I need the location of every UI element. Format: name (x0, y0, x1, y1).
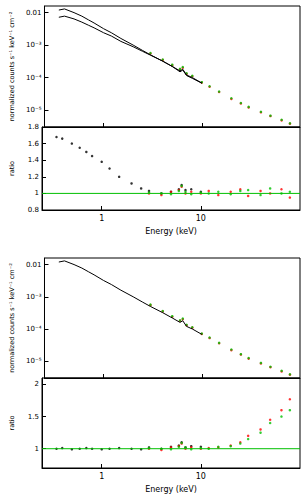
svg-text:ratio: ratio (8, 415, 16, 430)
svg-text:1: 1 (99, 472, 104, 481)
svg-text:Energy (keV): Energy (keV) (145, 227, 197, 236)
svg-text:1: 1 (35, 189, 39, 197)
svg-text:1.6: 1.6 (28, 140, 40, 148)
svg-text:0.8: 0.8 (28, 206, 39, 214)
svg-text:0.01: 0.01 (26, 261, 42, 269)
svg-text:Energy (keV): Energy (keV) (145, 485, 197, 494)
svg-text:normalized counts s⁻¹ keV⁻¹ cm: normalized counts s⁻¹ keV⁻¹ cm⁻² (8, 263, 16, 373)
svg-text:10⁻³: 10⁻³ (26, 293, 42, 301)
svg-text:10⁻⁵: 10⁻⁵ (26, 106, 42, 114)
svg-text:ratio: ratio (8, 161, 16, 176)
svg-text:1.4: 1.4 (28, 156, 40, 164)
svg-text:10: 10 (196, 472, 206, 481)
svg-text:2: 2 (35, 380, 39, 388)
svg-text:10⁻⁴: 10⁻⁴ (26, 74, 42, 82)
svg-text:normalized counts s⁻¹ keV⁻¹ cm: normalized counts s⁻¹ keV⁻¹ cm⁻² (8, 11, 16, 121)
svg-text:10: 10 (196, 214, 206, 223)
svg-text:10⁻⁴: 10⁻⁴ (26, 325, 42, 333)
svg-text:1.5: 1.5 (28, 413, 39, 421)
svg-text:10⁻⁵: 10⁻⁵ (26, 357, 42, 365)
svg-text:1.8: 1.8 (28, 123, 39, 131)
svg-text:1.2: 1.2 (28, 173, 39, 181)
svg-text:1: 1 (99, 214, 104, 223)
svg-text:10⁻³: 10⁻³ (26, 41, 42, 49)
svg-text:0.01: 0.01 (26, 9, 42, 17)
svg-text:1: 1 (35, 445, 39, 453)
